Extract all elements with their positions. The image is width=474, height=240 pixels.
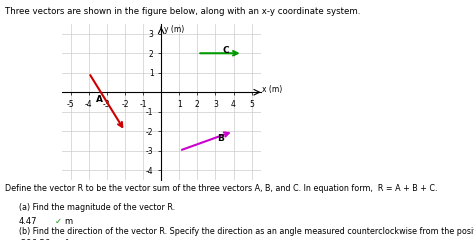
- Text: A: A: [96, 95, 103, 104]
- Text: C: C: [222, 46, 229, 55]
- Text: -296.56: -296.56: [19, 239, 51, 240]
- Text: (b) Find the direction of the vector R. Specify the direction as an angle measur: (b) Find the direction of the vector R. …: [19, 227, 474, 236]
- Text: x (m): x (m): [262, 85, 282, 94]
- Text: B: B: [218, 134, 224, 143]
- Text: ✓: ✓: [55, 217, 62, 226]
- Text: 4.47: 4.47: [19, 217, 37, 226]
- Text: Three vectors are shown in the figure below, along with an x-y coordinate system: Three vectors are shown in the figure be…: [5, 7, 360, 16]
- Text: ✗: ✗: [55, 239, 62, 240]
- Text: °: °: [64, 239, 68, 240]
- Text: (a) Find the magnitude of the vector R.: (a) Find the magnitude of the vector R.: [19, 203, 175, 212]
- Text: m: m: [64, 217, 72, 226]
- Text: y (m): y (m): [164, 25, 184, 34]
- Text: Define the vector R to be the vector sum of the three vectors A, B, and C. In eq: Define the vector R to be the vector sum…: [5, 184, 437, 192]
